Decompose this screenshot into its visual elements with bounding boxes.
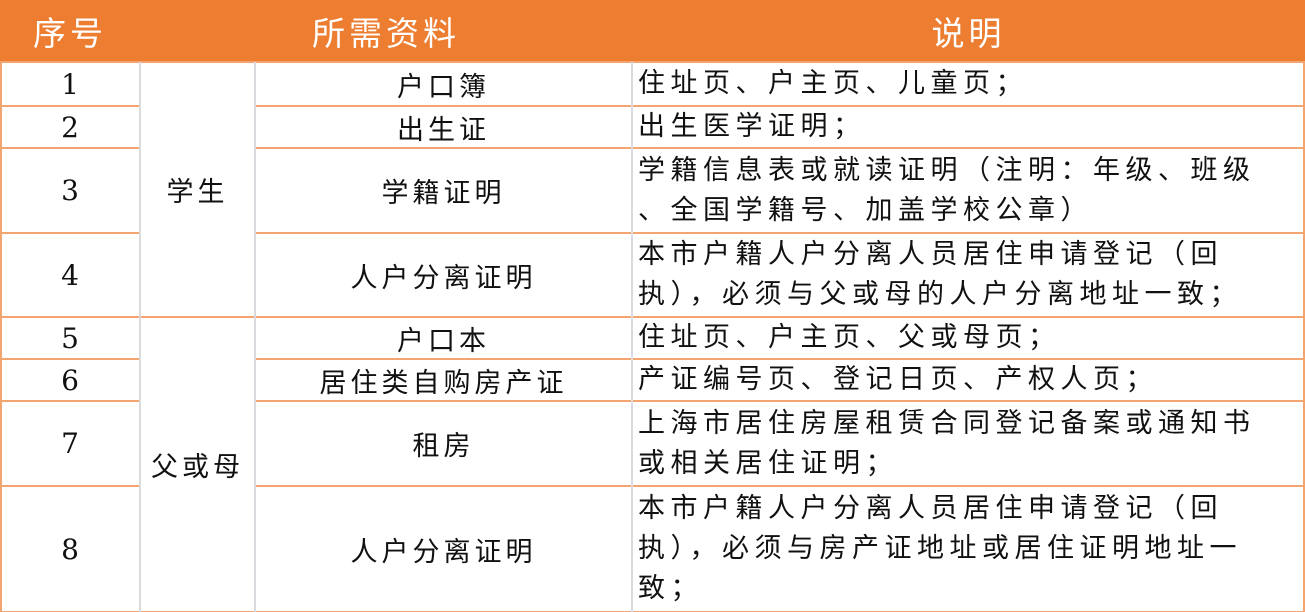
row-divider: [255, 105, 1305, 107]
header-index: 序号: [33, 14, 107, 53]
header-note: 说明: [931, 14, 1006, 53]
group-parent: 父或母: [151, 452, 244, 483]
row-material: 租房: [412, 431, 475, 462]
column-divider: [631, 62, 633, 612]
column-divider: [139, 62, 141, 612]
row-material: 居住类自购房产证: [319, 367, 568, 399]
row-material: 户口本: [397, 325, 490, 357]
note-line: 出生医学证明；: [638, 111, 866, 142]
row-divider: [0, 400, 140, 402]
row-note: 学籍信息表或就读证明（注明：年级、班级 、全国学籍号、加盖学校公章）: [632, 148, 1305, 233]
row-divider: [0, 105, 140, 107]
row-index: 4: [61, 258, 79, 292]
row-material: 人户分离证明: [350, 536, 537, 568]
note-line: 学籍信息表或就读证明（注明：年级、班级: [638, 154, 1256, 186]
row-note: 上海市居住房屋租赁合同登记备案或通知书 或相关居住证明；: [632, 401, 1305, 486]
row-note: 出生医学证明；: [632, 106, 1305, 148]
row-note: 本市户籍人户分离人员居住申请登记（回 执），必须与父或母的人户分离地址一致；: [632, 233, 1305, 317]
row-material: 出生证: [397, 114, 490, 146]
column-divider: [0, 62, 2, 612]
row-divider: [0, 61, 1305, 63]
note-line: 、全国学籍号、加盖学校公章）: [638, 194, 1093, 226]
row-divider: [0, 232, 140, 234]
row-material: 学籍证明: [381, 178, 506, 209]
note-line: 上海市居住房屋租赁合同登记备案或通知书: [638, 407, 1256, 439]
note-line: 致；: [638, 573, 703, 604]
note-line: 本市户籍人户分离人员居住申请登记（回: [638, 493, 1223, 524]
row-divider: [255, 358, 1305, 360]
note-line: 执），必须与父或母的人户分离地址一致；: [638, 279, 1242, 310]
row-material: 人户分离证明: [350, 262, 537, 294]
row-index: 8: [61, 532, 79, 566]
note-line: 住址页、户主页、父或母页；: [638, 322, 1061, 353]
row-index: 7: [61, 427, 79, 460]
row-index: 3: [61, 174, 79, 207]
row-divider: [0, 358, 140, 360]
note-line: 本市户籍人户分离人员居住申请登记（回: [638, 239, 1223, 270]
note-line: 住址页、户主页、儿童页；: [638, 68, 1028, 99]
row-divider: [255, 232, 1305, 234]
row-index: 6: [61, 363, 79, 397]
row-note: 本市户籍人户分离人员居住申请登记（回 执），必须与房产证地址或居住证明地址一 致；: [632, 486, 1305, 612]
row-divider: [0, 147, 140, 149]
header-material: 所需资料: [312, 14, 460, 53]
note-line: 产证编号页、登记日页、产权人页；: [638, 364, 1158, 395]
note-line: 执），必须与房产证地址或居住证明地址一: [638, 533, 1242, 564]
group-student: 学生: [166, 177, 229, 208]
column-divider: [1303, 62, 1305, 612]
row-index: 1: [61, 67, 79, 101]
note-line: 或相关居住证明；: [638, 447, 898, 479]
row-material: 户口簿: [397, 71, 490, 103]
row-divider: [255, 400, 1305, 402]
row-divider: [0, 316, 1305, 318]
column-divider: [254, 62, 256, 612]
row-index: 2: [61, 110, 79, 144]
row-note: 住址页、户主页、父或母页；: [632, 317, 1305, 359]
row-index: 5: [61, 321, 79, 355]
table-header: 序号 所需资料 说明: [0, 0, 1305, 62]
row-divider: [0, 485, 140, 487]
row-note: 住址页、户主页、儿童页；: [632, 62, 1305, 106]
row-note: 产证编号页、登记日页、产权人页；: [632, 359, 1305, 401]
row-divider: [255, 147, 1305, 149]
row-divider: [255, 485, 1305, 487]
